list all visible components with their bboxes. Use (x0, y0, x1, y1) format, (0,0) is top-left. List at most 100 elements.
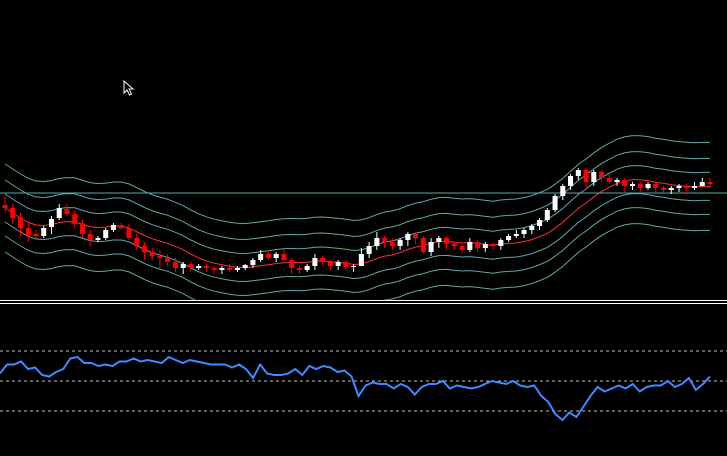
candle (172, 258, 178, 272)
candle-body-bull (351, 266, 357, 267)
candle-body-bull (405, 234, 411, 240)
candle-body-bull (374, 238, 380, 246)
candle (653, 182, 659, 192)
candle (459, 244, 465, 254)
candle (242, 264, 248, 270)
candle (428, 238, 434, 256)
candle (149, 248, 155, 260)
candle-body-bull (56, 208, 62, 218)
candle-body-bull (312, 258, 318, 266)
candle-body-bear (149, 252, 155, 256)
candle (358, 248, 364, 266)
candle-body-bear (606, 178, 612, 182)
candle-body-bull (234, 268, 240, 270)
candle (475, 240, 481, 252)
candle (599, 170, 605, 182)
candle (645, 182, 651, 190)
bollinger-band-3-upper (4, 135, 710, 225)
candle (529, 224, 535, 234)
candle-body-bear (653, 184, 659, 188)
candle-body-bear (118, 225, 124, 228)
candle-body-bear (420, 238, 426, 252)
candle (56, 204, 62, 220)
candle (707, 178, 713, 188)
candle (583, 168, 589, 190)
candle (103, 228, 109, 240)
bollinger-band-3-lower (4, 223, 710, 300)
candle (382, 236, 388, 248)
candle-body-bull (529, 226, 535, 230)
candle (413, 232, 419, 244)
candle-body-bull (614, 180, 620, 182)
candle (327, 260, 333, 270)
candle (374, 232, 380, 250)
candle-body-bear (289, 260, 295, 268)
candle (17, 213, 24, 236)
candle (506, 234, 512, 242)
candle (560, 184, 566, 200)
candle (630, 182, 636, 190)
candle-body-bull (544, 210, 550, 220)
candle-body-bull (196, 266, 202, 268)
candle-body-bull (676, 186, 682, 188)
candle-body-bear (265, 254, 271, 258)
bollinger-band-2-upper (4, 151, 710, 241)
candle-body-bear (227, 268, 233, 270)
candle-body-bull (482, 244, 488, 248)
candle-body-bull (180, 264, 186, 268)
candle-body-bull (41, 228, 47, 236)
candle (180, 262, 186, 274)
candle (397, 238, 403, 250)
candle-body-bear (413, 234, 419, 238)
candle-body-bull (498, 240, 504, 246)
candle-body-bear (637, 184, 643, 188)
candle (118, 223, 124, 230)
candle-body-bull (273, 254, 279, 258)
candle-body-bull (366, 246, 372, 254)
candle (126, 224, 132, 240)
candle-body-bull (428, 242, 434, 252)
candle (498, 238, 504, 250)
candle (141, 242, 147, 260)
candle-body-bear (126, 228, 132, 238)
candle (134, 234, 140, 250)
candle (296, 266, 302, 274)
candle (219, 266, 225, 274)
candle-body-bear (281, 254, 287, 260)
candle (265, 252, 271, 260)
candle-body-bear (87, 234, 93, 240)
candle (304, 264, 310, 272)
candle-body-bull (645, 184, 651, 188)
candle-body-bear (327, 262, 333, 266)
candle-body-bull (513, 234, 519, 236)
candle (95, 236, 101, 242)
candle-body-bear (475, 242, 481, 248)
candle (622, 178, 628, 192)
candle (668, 186, 674, 194)
candle-body-bull (699, 182, 705, 186)
candle (591, 170, 597, 186)
candle-body-bear (188, 264, 194, 268)
candle (614, 178, 620, 186)
candle-body-bull (668, 188, 674, 190)
candle-body-bull (691, 186, 698, 188)
candle-body-bear (444, 238, 450, 244)
candle-body-bear (343, 262, 349, 267)
candle-body-bear (660, 188, 667, 190)
price-chart (0, 135, 727, 300)
candle-body-bear (211, 268, 217, 270)
candle (467, 238, 473, 252)
candle-body-bull (552, 196, 558, 210)
candle-body-bull (506, 236, 512, 240)
candle (660, 186, 667, 194)
candle (110, 223, 116, 232)
candle (234, 266, 240, 272)
candle-body-bull (467, 242, 473, 250)
candle-body-bear (79, 224, 85, 234)
candle (72, 210, 78, 228)
candle-body-bear (2, 205, 8, 208)
candle (196, 264, 202, 270)
candle-body-bull (219, 268, 225, 270)
candle (87, 230, 93, 246)
